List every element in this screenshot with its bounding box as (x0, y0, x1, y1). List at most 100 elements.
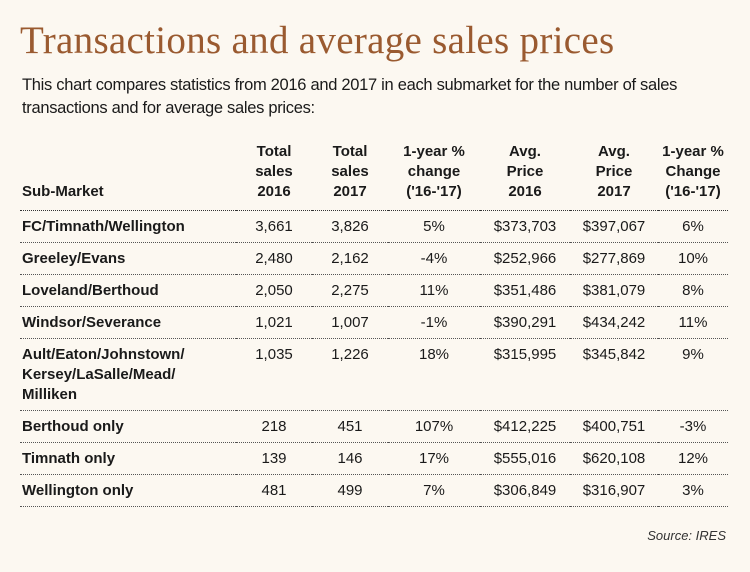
value-cell: 499 (312, 474, 388, 507)
header-line: 2017 (333, 183, 367, 200)
column-header: Total sales 2016 (236, 142, 312, 211)
value-cell: -4% (388, 242, 480, 275)
table-row: Timnath only 139 146 17% $555,016 $620,108 12% (20, 442, 728, 475)
value-cell: 3% (658, 474, 728, 507)
value-cell: $315,995 (480, 338, 570, 411)
column-header: Avg. Price 2017 (570, 142, 658, 211)
data-table: Sub-Market Total sales 2016 Total sales 2017 1-… (20, 142, 728, 507)
column-header: Avg. Price 2016 (480, 142, 570, 211)
value-cell: 9% (658, 338, 728, 411)
value-cell: 1,035 (236, 338, 312, 411)
value-cell: $400,751 (570, 410, 658, 443)
value-cell: 2,162 (312, 242, 388, 275)
value-cell: 3,661 (236, 210, 312, 243)
submarket-line: FC/Timnath/Wellington (22, 218, 185, 235)
value-cell: 1,007 (312, 306, 388, 339)
value-cell: 11% (658, 306, 728, 339)
value-cell: 12% (658, 442, 728, 475)
value-cell: $397,067 (570, 210, 658, 243)
value-cell: 2,480 (236, 242, 312, 275)
value-cell: 3,826 (312, 210, 388, 243)
value-cell: 5% (388, 210, 480, 243)
value-cell: 2,275 (312, 274, 388, 307)
header-line: Total (256, 143, 292, 160)
submarket-line: Wellington only (22, 482, 134, 499)
value-cell: 218 (236, 410, 312, 443)
value-cell: $381,079 (570, 274, 658, 307)
submarket-cell: Timnath only (20, 442, 236, 475)
submarket-line: Ault/Eaton/Johnstown/ (22, 346, 185, 363)
header-line: change (407, 163, 461, 180)
value-cell: -1% (388, 306, 480, 339)
header-line: 2016 (257, 183, 291, 200)
value-cell: 107% (388, 410, 480, 443)
value-cell: $345,842 (570, 338, 658, 411)
header-line: Avg. (509, 143, 541, 160)
value-cell: 2,050 (236, 274, 312, 307)
submarket-cell: Greeley/Evans (20, 242, 236, 275)
header-line: Price (595, 163, 633, 180)
table-row: Loveland/Berthoud 2,050 2,275 11% $351,486 $3… (20, 274, 728, 307)
value-cell: 1,021 (236, 306, 312, 339)
value-cell: $373,703 (480, 210, 570, 243)
header-line: Total (332, 143, 368, 160)
header-line: 1-year % (403, 143, 465, 160)
table-row: Greeley/Evans 2,480 2,162 -4% $252,966 $277,8… (20, 242, 728, 275)
header-line: ('16-'17) (406, 183, 462, 200)
value-cell: 451 (312, 410, 388, 443)
value-cell: $555,016 (480, 442, 570, 475)
submarket-line: Loveland/Berthoud (22, 282, 159, 299)
value-cell: $316,907 (570, 474, 658, 507)
column-header: 1-year % change ('16-'17) (388, 142, 480, 211)
table-row: Wellington only 481 499 7% $306,849 $316,907 3… (20, 474, 728, 507)
value-cell: 6% (658, 210, 728, 243)
value-cell: 7% (388, 474, 480, 507)
table-row: Berthoud only 218 451 107% $412,225 $400,751-… (20, 410, 728, 443)
submarket-cell: FC/Timnath/Wellington (20, 210, 236, 243)
header-line: sales (331, 163, 369, 180)
value-cell: -3% (658, 410, 728, 443)
header-line: 2017 (597, 183, 631, 200)
title: Transactions and average sales prices (20, 19, 615, 62)
header-line: ('16-'17) (665, 183, 721, 200)
submarket-cell: Berthoud only (20, 410, 236, 443)
column-header: Total sales 2017 (312, 142, 388, 211)
submarket-line: Windsor/Severance (22, 314, 162, 331)
value-cell: 18% (388, 338, 480, 411)
submarket-line: Timnath only (22, 450, 116, 467)
table-body: FC/Timnath/Wellington 3,661 3,826 5% $373,70… (20, 210, 728, 507)
column-header: 1-year % Change ('16-'17) (658, 142, 728, 211)
value-cell: $351,486 (480, 274, 570, 307)
table-row: FC/Timnath/Wellington 3,661 3,826 5% $373,70… (20, 210, 728, 243)
submarket-line: Kersey/LaSalle/Mead/ (22, 366, 176, 383)
table-head: Sub-Market Total sales 2016 Total sales 2017 1-… (20, 142, 728, 211)
value-cell: 11% (388, 274, 480, 307)
header-line: Sub-Market (22, 183, 104, 200)
description: This chart compares statistics from 2016… (22, 76, 678, 117)
value-cell: 139 (236, 442, 312, 475)
header-line: Avg. (598, 143, 630, 160)
header-line: sales (255, 163, 293, 180)
value-cell: 1,226 (312, 338, 388, 411)
submarket-line: Milliken (22, 386, 78, 403)
source: Source: IRES (647, 528, 726, 543)
value-cell: $306,849 (480, 474, 570, 507)
header-row: Sub-Market Total sales 2016 Total sales 2017 1-… (20, 142, 728, 211)
value-cell: 17% (388, 442, 480, 475)
submarket-line: Greeley/Evans (22, 250, 126, 267)
value-cell: 481 (236, 474, 312, 507)
header-line: 1-year % (662, 143, 724, 160)
value-cell: $412,225 (480, 410, 570, 443)
value-cell: $277,869 (570, 242, 658, 275)
submarket-cell: Windsor/Severance (20, 306, 236, 339)
submarket-cell: Ault/Eaton/Johnstown/Kersey/LaSalle/Mead… (20, 338, 236, 411)
submarket-cell: Loveland/Berthoud (20, 274, 236, 307)
header-line: 2016 (508, 183, 542, 200)
value-cell: $434,242 (570, 306, 658, 339)
value-cell: 10% (658, 242, 728, 275)
column-header: Sub-Market (20, 142, 236, 211)
header-line: Change (665, 163, 721, 180)
value-cell: $620,108 (570, 442, 658, 475)
submarket-line: Berthoud only (22, 418, 124, 435)
